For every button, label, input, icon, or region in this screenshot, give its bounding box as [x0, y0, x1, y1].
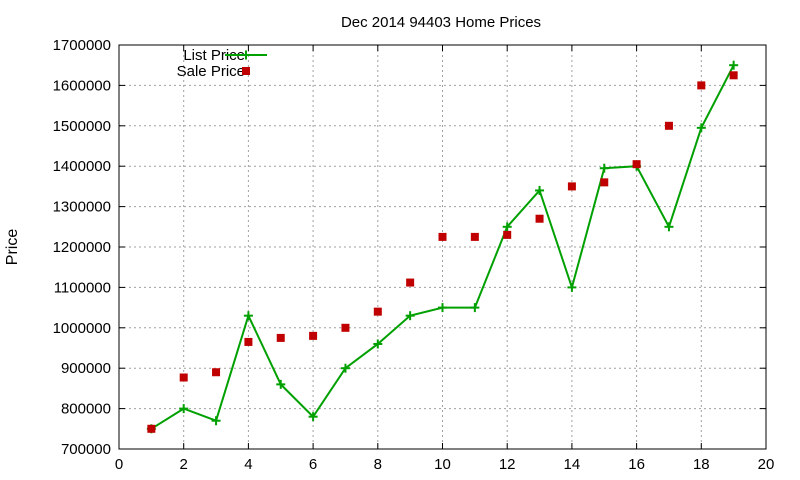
data-point: [502, 222, 512, 232]
y-tick-label: 1100000: [54, 279, 111, 296]
data-point: [373, 339, 383, 349]
data-point: [438, 303, 447, 313]
x-tick-label: 18: [693, 456, 710, 473]
y-tick-label: 900000: [61, 360, 111, 377]
data-point: [470, 232, 479, 241]
data-point: [696, 123, 706, 133]
legend-swatch-marker: [241, 50, 251, 60]
data-point: [211, 416, 221, 426]
data-point: [729, 71, 738, 80]
data-point: [243, 311, 253, 321]
x-tick-label: 10: [434, 456, 451, 473]
data-point: [567, 282, 577, 292]
data-point: [276, 379, 286, 389]
y-tick-label: 1400000: [53, 158, 111, 175]
data-point: [567, 182, 576, 191]
y-tick-label: 1000000: [53, 320, 111, 337]
y-axis-label: Price: [4, 229, 21, 266]
data-point: [600, 178, 609, 187]
series-layer: [146, 60, 739, 434]
x-tick-label: 4: [244, 456, 252, 473]
x-tick-label: 14: [564, 456, 581, 473]
data-point: [276, 333, 285, 342]
legend-swatch-marker: [242, 67, 250, 75]
y-tick-label: 1500000: [53, 118, 111, 135]
data-point: [341, 323, 350, 332]
data-point: [535, 185, 545, 195]
data-point: [438, 232, 447, 241]
data-point: [340, 363, 350, 373]
data-point: [664, 222, 674, 232]
data-point: [697, 81, 706, 90]
data-point: [503, 230, 512, 239]
data-point: [244, 337, 253, 346]
y-tick-label: 1300000: [53, 199, 111, 216]
legend-label: List Price: [183, 47, 245, 64]
grid: [119, 45, 766, 449]
data-point: [179, 373, 188, 382]
data-point: [309, 331, 318, 340]
x-tick-label: 8: [374, 456, 382, 473]
data-point: [405, 311, 415, 321]
x-tick-label: 2: [180, 456, 188, 473]
data-point: [729, 60, 739, 70]
data-point: [179, 404, 189, 414]
x-tick-label: 12: [499, 456, 516, 473]
axes: 0 2 4 6 8 10 12 14 16 18 20 700000 800000 900000 10000…: [53, 37, 775, 473]
x-tick-label: 6: [309, 456, 317, 473]
chart-title: Dec 2014 94403 Home Prices: [341, 14, 541, 31]
data-point: [664, 121, 673, 130]
legend-label: Sale Price: [177, 63, 245, 80]
y-tick-label: 1700000: [53, 37, 111, 54]
x-tick-label: 20: [758, 456, 775, 473]
data-point: [212, 368, 221, 377]
data-point: [147, 424, 156, 433]
data-point: [406, 278, 415, 287]
y-tick-label: 700000: [61, 441, 111, 458]
y-tick-label: 800000: [61, 401, 111, 418]
data-point: [599, 163, 609, 173]
data-point: [535, 214, 544, 223]
data-point: [632, 160, 641, 169]
data-point: [470, 303, 480, 313]
data-point: [373, 307, 382, 316]
y-tick-label: 1600000: [53, 77, 111, 94]
x-tick-label: 0: [115, 456, 123, 473]
x-tick-label: 16: [628, 456, 645, 473]
y-tick-label: 1200000: [53, 239, 111, 256]
data-point: [308, 412, 318, 422]
series-sale-price: [147, 71, 738, 433]
